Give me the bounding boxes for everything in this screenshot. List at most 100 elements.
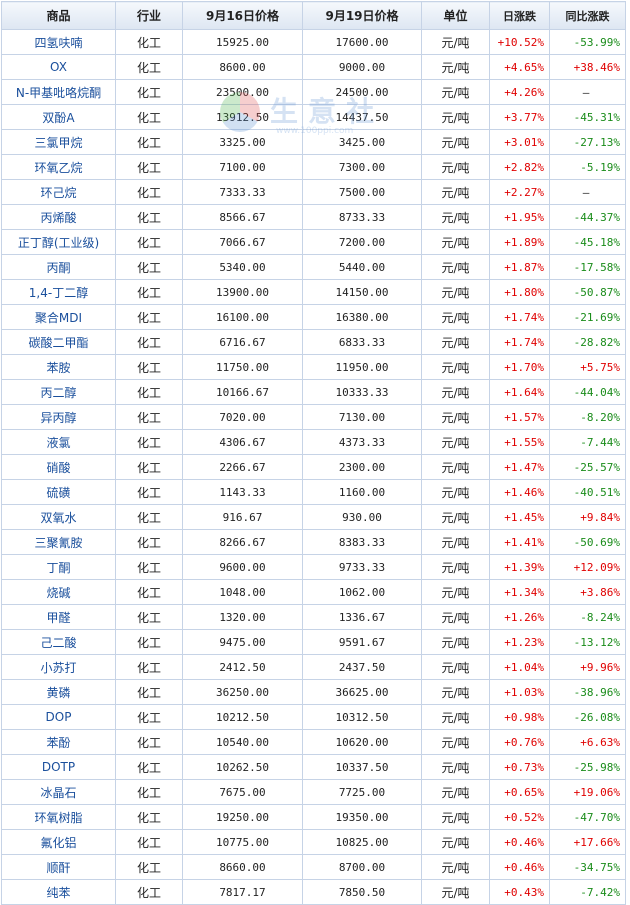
yoy-change-cell: -44.04% bbox=[549, 379, 626, 405]
price-after-cell: 7300.00 bbox=[302, 154, 422, 180]
unit-cell: 元/吨 bbox=[421, 779, 490, 805]
industry-cell: 化工 bbox=[115, 179, 183, 205]
yoy-change-cell: -40.51% bbox=[549, 479, 626, 505]
daily-change-cell: +3.77% bbox=[489, 104, 550, 130]
daily-change-cell: +1.64% bbox=[489, 379, 550, 405]
table-row: 丙烯酸 化工 8566.67 8733.33 元/吨 +1.95% -44.37% bbox=[1, 204, 626, 230]
yoy-change-cell: -17.58% bbox=[549, 254, 626, 280]
product-name-link[interactable]: 双酚A bbox=[1, 104, 116, 130]
header-name: 商品 bbox=[1, 1, 116, 30]
product-name-link[interactable]: 黄磷 bbox=[1, 679, 116, 705]
price-after-cell: 7500.00 bbox=[302, 179, 422, 205]
product-name-link[interactable]: 硝酸 bbox=[1, 454, 116, 480]
price-before-cell: 1320.00 bbox=[182, 604, 303, 630]
yoy-change-cell: -50.87% bbox=[549, 279, 626, 305]
unit-cell: 元/吨 bbox=[421, 554, 490, 580]
industry-cell: 化工 bbox=[115, 254, 183, 280]
unit-cell: 元/吨 bbox=[421, 579, 490, 605]
product-name-link[interactable]: 四氢呋喃 bbox=[1, 29, 116, 55]
table-row: 丁酮 化工 9600.00 9733.33 元/吨 +1.39% +12.09% bbox=[1, 554, 626, 580]
table-row: 三氯甲烷 化工 3325.00 3425.00 元/吨 +3.01% -27.13% bbox=[1, 129, 626, 155]
price-before-cell: 10166.67 bbox=[182, 379, 303, 405]
product-name-link[interactable]: 甲醛 bbox=[1, 604, 116, 630]
unit-cell: 元/吨 bbox=[421, 729, 490, 755]
product-name-link[interactable]: 苯胺 bbox=[1, 354, 116, 380]
price-after-cell: 7200.00 bbox=[302, 229, 422, 255]
price-before-cell: 2266.67 bbox=[182, 454, 303, 480]
daily-change-cell: +4.26% bbox=[489, 79, 550, 105]
unit-cell: 元/吨 bbox=[421, 204, 490, 230]
product-name-link[interactable]: 异丙醇 bbox=[1, 404, 116, 430]
unit-cell: 元/吨 bbox=[421, 304, 490, 330]
product-name-link[interactable]: 小苏打 bbox=[1, 654, 116, 680]
unit-cell: 元/吨 bbox=[421, 479, 490, 505]
product-name-link[interactable]: 丙酮 bbox=[1, 254, 116, 280]
price-before-cell: 7100.00 bbox=[182, 154, 303, 180]
product-name-link[interactable]: 丁酮 bbox=[1, 554, 116, 580]
industry-cell: 化工 bbox=[115, 829, 183, 855]
unit-cell: 元/吨 bbox=[421, 279, 490, 305]
industry-cell: 化工 bbox=[115, 279, 183, 305]
price-after-cell: 17600.00 bbox=[302, 29, 422, 55]
price-after-cell: 5440.00 bbox=[302, 254, 422, 280]
product-name-link[interactable]: 三聚氰胺 bbox=[1, 529, 116, 555]
daily-change-cell: +1.39% bbox=[489, 554, 550, 580]
industry-cell: 化工 bbox=[115, 729, 183, 755]
product-name-link[interactable]: OX bbox=[1, 54, 116, 80]
industry-cell: 化工 bbox=[115, 654, 183, 680]
price-after-cell: 8700.00 bbox=[302, 854, 422, 880]
product-name-link[interactable]: DOTP bbox=[1, 754, 116, 780]
product-name-link[interactable]: 三氯甲烷 bbox=[1, 129, 116, 155]
daily-change-cell: +1.95% bbox=[489, 204, 550, 230]
price-before-cell: 15925.00 bbox=[182, 29, 303, 55]
industry-cell: 化工 bbox=[115, 779, 183, 805]
table-body: 四氢呋喃 化工 15925.00 17600.00 元/吨 +10.52% -53.99% O… bbox=[1, 29, 626, 905]
product-name-link[interactable]: 硫磺 bbox=[1, 479, 116, 505]
daily-change-cell: +1.47% bbox=[489, 454, 550, 480]
product-name-link[interactable]: 丙烯酸 bbox=[1, 204, 116, 230]
product-name-link[interactable]: DOP bbox=[1, 704, 116, 730]
price-before-cell: 9600.00 bbox=[182, 554, 303, 580]
product-name-link[interactable]: 顺酐 bbox=[1, 854, 116, 880]
product-name-link[interactable]: 己二酸 bbox=[1, 629, 116, 655]
yoy-change-cell: +9.96% bbox=[549, 654, 626, 680]
price-after-cell: 19350.00 bbox=[302, 804, 422, 830]
daily-change-cell: +1.74% bbox=[489, 304, 550, 330]
price-before-cell: 10540.00 bbox=[182, 729, 303, 755]
price-after-cell: 9000.00 bbox=[302, 54, 422, 80]
price-before-cell: 7066.67 bbox=[182, 229, 303, 255]
table-row: 1,4-丁二醇 化工 13900.00 14150.00 元/吨 +1.80% -50.87… bbox=[1, 279, 626, 305]
yoy-change-cell: +38.46% bbox=[549, 54, 626, 80]
product-name-link[interactable]: 环己烷 bbox=[1, 179, 116, 205]
product-name-link[interactable]: 环氧树脂 bbox=[1, 804, 116, 830]
product-name-link[interactable]: 正丁醇(工业级) bbox=[1, 229, 116, 255]
product-name-link[interactable]: 双氧水 bbox=[1, 504, 116, 530]
product-name-link[interactable]: 烧碱 bbox=[1, 579, 116, 605]
header-daily-change: 日涨跌 bbox=[489, 1, 550, 30]
table-row: DOP 化工 10212.50 10312.50 元/吨 +0.98% -26.08% bbox=[1, 704, 626, 730]
product-name-link[interactable]: 氟化铝 bbox=[1, 829, 116, 855]
daily-change-cell: +0.65% bbox=[489, 779, 550, 805]
product-name-link[interactable]: 1,4-丁二醇 bbox=[1, 279, 116, 305]
industry-cell: 化工 bbox=[115, 504, 183, 530]
yoy-change-cell: -38.96% bbox=[549, 679, 626, 705]
yoy-change-cell: -28.82% bbox=[549, 329, 626, 355]
product-name-link[interactable]: 冰晶石 bbox=[1, 779, 116, 805]
daily-change-cell: +0.98% bbox=[489, 704, 550, 730]
price-after-cell: 10337.50 bbox=[302, 754, 422, 780]
product-name-link[interactable]: 苯酚 bbox=[1, 729, 116, 755]
yoy-change-cell: -7.44% bbox=[549, 429, 626, 455]
table-row: 烧碱 化工 1048.00 1062.00 元/吨 +1.34% +3.86% bbox=[1, 579, 626, 605]
product-name-link[interactable]: 液氯 bbox=[1, 429, 116, 455]
price-after-cell: 1062.00 bbox=[302, 579, 422, 605]
unit-cell: 元/吨 bbox=[421, 454, 490, 480]
product-name-link[interactable]: 碳酸二甲酯 bbox=[1, 329, 116, 355]
yoy-change-cell: -21.69% bbox=[549, 304, 626, 330]
product-name-link[interactable]: 环氧乙烷 bbox=[1, 154, 116, 180]
unit-cell: 元/吨 bbox=[421, 604, 490, 630]
industry-cell: 化工 bbox=[115, 204, 183, 230]
product-name-link[interactable]: N-甲基吡咯烷酮 bbox=[1, 79, 116, 105]
product-name-link[interactable]: 聚合MDI bbox=[1, 304, 116, 330]
price-before-cell: 16100.00 bbox=[182, 304, 303, 330]
product-name-link[interactable]: 丙二醇 bbox=[1, 379, 116, 405]
